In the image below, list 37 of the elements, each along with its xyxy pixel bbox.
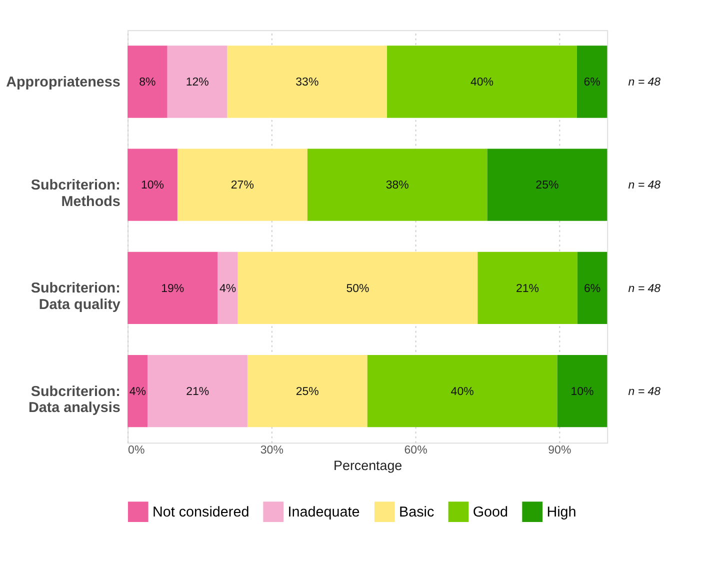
data-label: 6% <box>584 282 601 295</box>
data-label: 27% <box>230 180 254 192</box>
data-label: 21% <box>186 386 210 398</box>
data-label: 4% <box>219 282 236 295</box>
y-tick-label: Appropriateness <box>6 74 120 91</box>
y-tick-label: Subcriterion: Methods <box>30 178 120 210</box>
data-label: 19% <box>161 282 184 295</box>
x-tick-label: 0% <box>128 444 145 457</box>
data-label: 12% <box>186 76 209 89</box>
legend-label: High <box>546 504 576 521</box>
legend-label: Not considered <box>152 504 250 521</box>
data-label: 40% <box>470 76 494 89</box>
x-axis-title: Percentage <box>334 458 402 473</box>
legend-label: Basic <box>399 504 434 521</box>
y-tick-label: Subcriterion: Data analysis <box>28 384 120 416</box>
data-label: 8% <box>139 76 156 89</box>
data-label: 38% <box>386 180 409 192</box>
data-label: 40% <box>450 386 474 398</box>
x-tick-label: 60% <box>404 444 428 457</box>
x-tick-label: 30% <box>260 444 284 457</box>
data-label: 25% <box>536 180 559 192</box>
data-label: 25% <box>296 386 319 398</box>
data-label: 6% <box>584 76 600 89</box>
text: n = 48 <box>628 180 662 192</box>
text: n = 48 <box>628 282 662 295</box>
data-label: 10% <box>570 386 594 398</box>
text: n = 48 <box>628 76 662 89</box>
data-label: 50% <box>346 282 370 295</box>
legend-label: Inadequate <box>288 504 360 521</box>
data-label: 33% <box>296 76 319 89</box>
data-label: 10% <box>140 180 164 192</box>
legend-label: Good <box>472 504 508 521</box>
y-tick-label: Subcriterion: Data quality <box>30 280 120 314</box>
text: n = 48 <box>628 386 662 398</box>
data-label: 4% <box>129 386 146 398</box>
data-label: 21% <box>516 282 540 295</box>
x-tick-label: 90% <box>548 444 572 457</box>
